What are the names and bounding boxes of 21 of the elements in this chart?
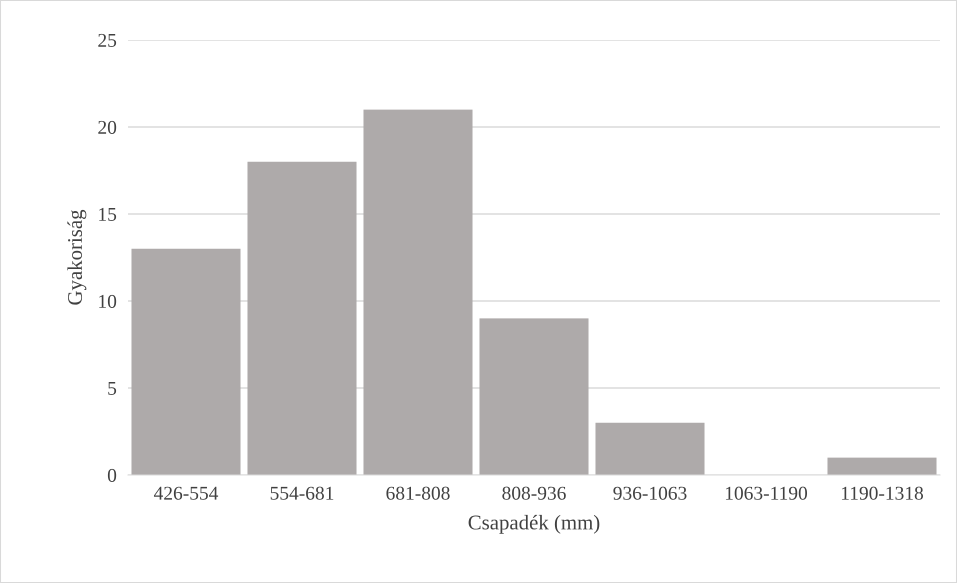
x-tick-label: 808-936 (502, 486, 566, 500)
y-tick-label: 0 (108, 468, 116, 482)
y-tick-label: 5 (108, 382, 116, 395)
y-axis-title: Gyakoriság (67, 210, 86, 305)
bar (131, 248, 241, 475)
x-tick-label: 681-808 (386, 486, 450, 500)
y-tick-label: 25 (98, 34, 116, 47)
bar (827, 458, 937, 475)
x-tick-label: 554-681 (270, 486, 334, 500)
x-tick-label: 936-1063 (613, 486, 687, 500)
y-tick-label: 15 (99, 208, 116, 221)
bar (479, 318, 589, 475)
bar (363, 110, 473, 475)
bar (595, 422, 705, 475)
bar (247, 162, 357, 475)
y-tick-label: 20 (98, 120, 116, 134)
x-axis-title: Csapadék (mm) (468, 514, 600, 534)
y-tick-label: 10 (99, 294, 116, 308)
x-tick-label: 1063-1190 (726, 486, 808, 500)
x-tick-label: 426-554 (154, 486, 218, 500)
x-tick-label: 1190-1318 (842, 486, 924, 500)
